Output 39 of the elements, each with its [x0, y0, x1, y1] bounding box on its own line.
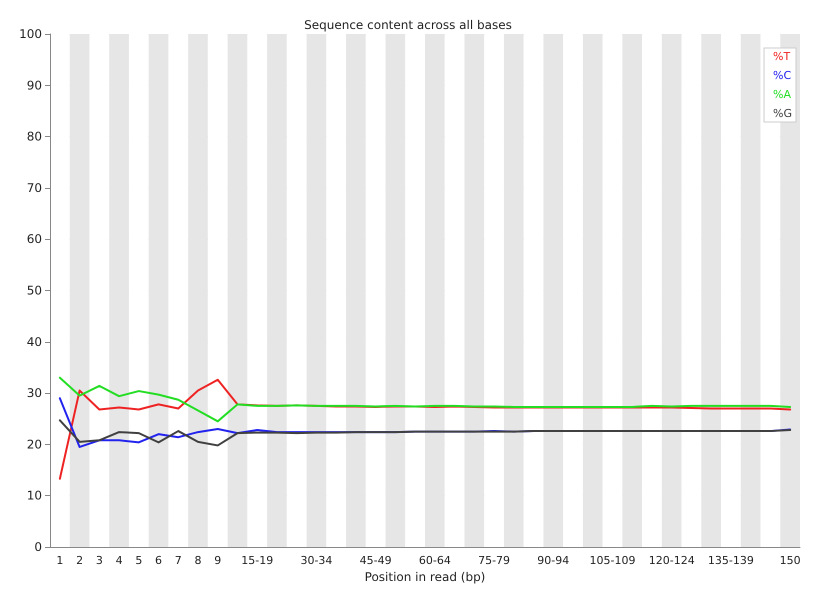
text: %T	[773, 50, 790, 63]
x-tick-label: 3	[96, 554, 103, 567]
x-tick-label: 6	[155, 554, 162, 567]
y-tick-label: 10	[26, 488, 42, 503]
y-tick-label: 50	[26, 284, 42, 298]
x-tick-label: 2	[76, 554, 84, 567]
y-tick-label: 90	[26, 78, 42, 92]
x-tick-label: 75-79	[478, 554, 510, 567]
x-axis-title: Position in read (bp)	[364, 570, 486, 584]
y-tick-label: 80	[26, 130, 42, 144]
x-tick-label: 1	[56, 554, 64, 567]
x-tick-label: 120-124	[648, 554, 695, 567]
x-tick-label: 4	[116, 554, 123, 567]
y-tick-label: 70	[26, 180, 42, 195]
y-tick-label: 60	[26, 232, 42, 246]
text: %C	[773, 69, 792, 82]
y-tick-label: 30	[26, 386, 42, 400]
y-tick-label: 40	[26, 334, 42, 349]
y-tick-label: 20	[26, 437, 42, 452]
text: %G	[773, 107, 792, 120]
line-series	[58, 419, 792, 446]
chart-title: Sequence content across all bases	[304, 18, 512, 32]
x-tick-label: 90-94	[537, 554, 570, 567]
x-tick-label: 5	[135, 554, 142, 567]
x-tick-label: 135-139	[708, 554, 754, 567]
x-tick-label: 15-19	[241, 554, 274, 567]
x-tick-label: 8	[194, 554, 202, 567]
x-tick-label: 30-34	[300, 554, 332, 567]
text: %A	[773, 88, 792, 101]
y-tick-label: 0	[34, 540, 42, 554]
x-tick-label: 7	[174, 554, 182, 567]
x-tick-label: 9	[214, 554, 222, 567]
x-tick-label: 60-64	[418, 554, 451, 567]
line-series	[58, 378, 792, 480]
x-tick-label: 105-109	[590, 554, 636, 567]
x-tick-label: 45-49	[360, 554, 392, 567]
y-tick-label: 100	[19, 27, 42, 41]
line-series	[58, 376, 792, 422]
x-tick-label: 150	[780, 554, 801, 567]
